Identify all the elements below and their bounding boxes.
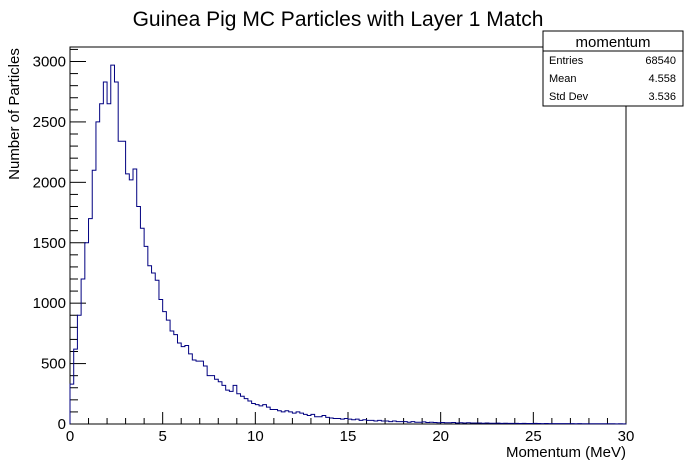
y-tick-label: 3000: [33, 54, 66, 71]
y-tick-label: 1500: [33, 235, 66, 252]
stats-entries-label: Entries: [549, 55, 584, 67]
histogram-series: [69, 64, 627, 425]
x-tick-label: 15: [340, 428, 357, 445]
y-axis: 0 500 1000 1500 2000 2500 3000: [33, 48, 86, 433]
y-tick-label: 0: [58, 416, 66, 433]
x-tick-label: 0: [66, 428, 74, 445]
x-tick-label: 30: [618, 428, 635, 445]
chart-title: Guinea Pig MC Particles with Layer 1 Mat…: [133, 8, 544, 31]
y-tick-label: 1000: [33, 295, 66, 312]
y-tick-label: 2000: [33, 174, 66, 191]
y-axis-label: Number of Particles: [6, 48, 23, 180]
stats-stddev-label: Std Dev: [549, 91, 589, 103]
x-tick-label: 10: [247, 428, 264, 445]
y-tick-label: 500: [41, 356, 66, 373]
stats-mean-label: Mean: [549, 73, 577, 85]
x-axis-label: Momentum (MeV): [506, 444, 626, 461]
stats-box: momentum Entries 68540 Mean 4.558 Std De…: [542, 30, 684, 107]
x-tick-label: 25: [525, 428, 542, 445]
x-tick-label: 20: [432, 428, 449, 445]
stats-box-title: momentum: [575, 34, 650, 51]
x-tick-label: 5: [158, 428, 166, 445]
x-axis: 0 5 10 15 20 25 30: [66, 412, 635, 445]
stats-stddev-value: 3.536: [648, 91, 676, 103]
y-tick-label: 2500: [33, 114, 66, 131]
stats-entries-value: 68540: [645, 55, 676, 67]
stats-mean-value: 4.558: [648, 73, 676, 85]
